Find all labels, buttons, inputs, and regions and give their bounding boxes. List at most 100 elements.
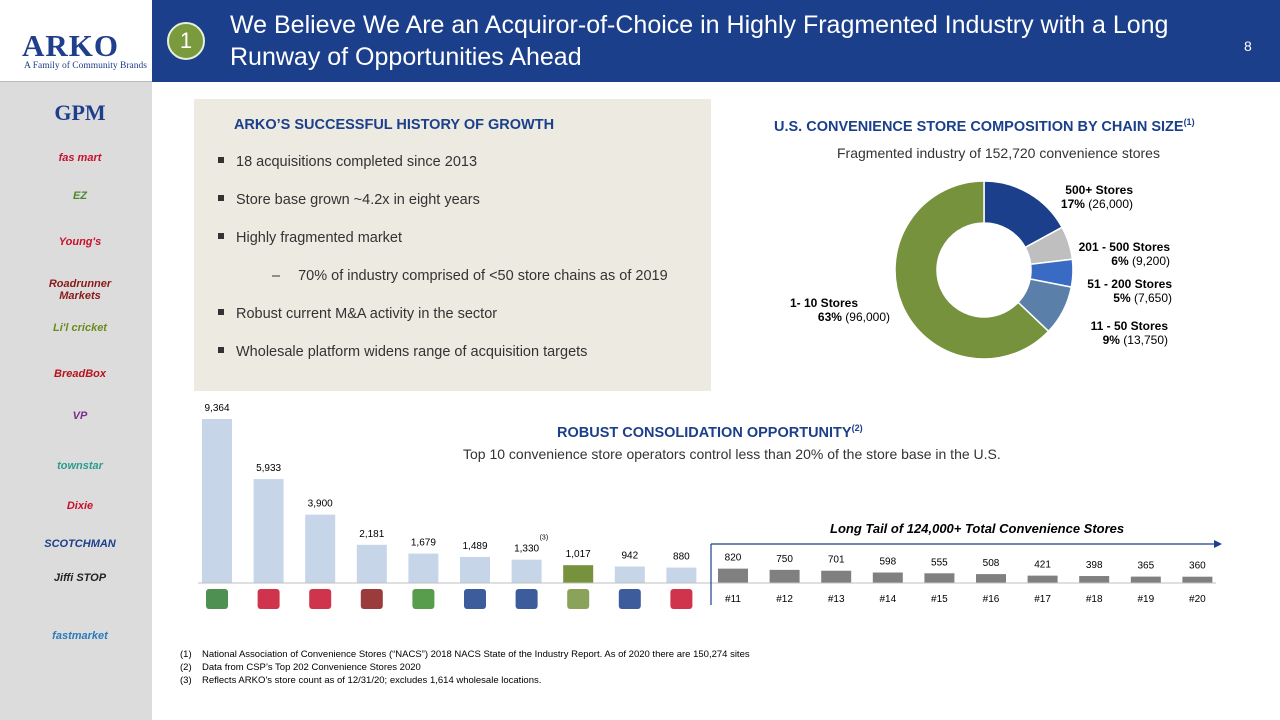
bar-value-label: 360 [1189,561,1206,572]
bar-value-label: 5,933 [256,463,281,474]
operator-logo-icon [464,589,486,609]
arrow-head-icon [1214,540,1222,548]
bar-#20 [1182,576,1213,583]
bar-value-label: 9,364 [204,403,229,414]
bullet-store-base: Store base grown ~4.2x in eight years [218,192,480,208]
bar-#17 [1027,575,1058,583]
page-number: 8 [1244,38,1252,54]
operator-logo-icon [309,589,332,609]
operator-logo-icon [567,589,590,609]
bar-value-label: 942 [621,551,638,562]
footnote-1: (1) National Association of Convenience S… [180,649,750,660]
x-tick-label: #15 [931,594,948,605]
bar-value-label: 1,679 [411,538,436,549]
footnote-2: (2) Data from CSP’s Top 202 Convenience S… [180,662,421,673]
bar-value-label: 1,489 [462,541,487,552]
bullet-ma-activity: Robust current M&A activity in the secto… [218,306,497,322]
brand-logo-vp: VP [72,410,88,422]
bullet-square-icon [218,309,224,316]
operator-logo-icon [257,589,280,609]
section-badge: 1 [167,22,205,60]
bar-value-label: 2,181 [359,529,384,540]
composition-subtitle: Fragmented industry of 152,720 convenien… [837,145,1160,161]
brand-sidebar [0,0,152,720]
brand-logo-li-l-cricket: Li'l cricket [53,322,107,334]
bar-value-label: 701 [828,555,845,566]
brand-logo-young-s: Young's [58,236,102,248]
bullet-square-icon [218,195,224,202]
bar-#12 [769,569,800,583]
arko-logo-tagline: A Family of Community Brands [24,61,147,71]
operator-logo-icon [618,589,641,609]
bullet-fragmented: Highly fragmented market [218,230,402,246]
brand-logo-roadrunner-markets: Roadrunner Markets [48,278,112,302]
bar-circle-k [253,479,284,583]
x-tick-label: #13 [828,594,845,605]
bullet-acquisitions: 18 acquisitions completed since 2013 [218,154,477,170]
arko-logo: ARKO A Family of Community Brands [0,0,152,82]
brand-logo-townstar: townstar [57,460,103,472]
footnotes: (1) National Association of Convenience S… [180,648,750,687]
brand-logo-jiffi-stop: Jiffi STOP [53,572,107,584]
slice-label-11-50: 11 - 50 Stores 9% (13,750) [1090,319,1168,347]
x-tick-label: #14 [879,594,896,605]
brand-logo-fas-mart: fas mart [58,152,102,164]
x-tick-label: #20 [1189,594,1206,605]
slice-label-201-500: 201 - 500 Stores 6% (9,200) [1078,240,1170,268]
bar-#15 [924,573,955,583]
x-tick-label: #11 [725,594,741,605]
bar-#14 [872,572,903,583]
brand-logo-breadbox: BreadBox [54,368,106,380]
bar-value-label: 1,017 [566,549,591,560]
bar-value-label: 365 [1137,561,1154,572]
bar-speedway [305,514,336,583]
dash-icon: – [272,268,281,284]
operator-logo-icon [360,589,383,609]
arko-footnote-ref: (3) [540,535,549,542]
brand-logo-ez: EZ [72,190,88,202]
growth-history-panel: ARKO’S SUCCESSFUL HISTORY OF GROWTH 18 a… [194,99,711,391]
brand-logo-scotchman: SCOTCHMAN [44,538,116,550]
slide-title: We Believe We Are an Acquiror-of-Choice … [230,11,1169,71]
slice-label-51-200: 51 - 200 Stores 5% (7,650) [1087,277,1172,305]
operator-logo-icon [412,589,435,609]
x-tick-label: #12 [776,594,793,605]
sub-bullet-chains: –70% of industry comprised of <50 store … [272,268,668,284]
composition-title: U.S. CONVENIENCE STORE COMPOSITION BY CH… [774,117,1195,135]
bar-value-label: 555 [931,557,948,568]
bar-value-label: 3,900 [308,499,333,510]
bar-pilot [408,553,439,583]
bar-value-label: 750 [776,554,793,565]
title-bar [152,0,1280,82]
footnote-3: (3) Reflects ARKO’s store count as of 12/… [180,675,542,686]
bar-#13 [821,570,852,583]
arko-logo-wordmark: ARKO [22,28,119,63]
bar-#16 [976,574,1006,583]
bar-7-eleven [202,419,232,583]
slice-label-1-10: 1- 10 Stores 63% (96,000) [790,296,890,324]
slice-label-500plus: 500+ Stores 17% (26,000) [1060,183,1133,211]
bar-value-label: 398 [1086,560,1103,571]
operator-logo-icon [515,589,538,609]
bar-arko [563,565,594,583]
bar-#18 [1079,576,1110,583]
x-tick-label: #18 [1086,594,1103,605]
bullet-square-icon [218,347,224,354]
bullet-wholesale: Wholesale platform widens range of acqui… [218,344,587,360]
consolidation-title: ROBUST CONSOLIDATION OPPORTUNITY(2) [557,423,863,441]
growth-history-title: ARKO’S SUCCESSFUL HISTORY OF GROWTH [233,117,555,133]
bar-murphy-usa [511,559,542,583]
bullet-square-icon [218,233,224,240]
x-tick-label: #16 [983,594,1000,605]
donut-slice-4 [894,180,1050,360]
brand-logo-gpm: GPM [54,100,106,125]
x-tick-label: #17 [1034,594,1051,605]
long-tail-label: Long Tail of 124,000+ Total Convenience … [830,521,1125,536]
operator-logo-icon [670,589,693,609]
brand-logo-fastmarket: fastmarket [52,630,108,642]
bar-#19 [1130,576,1161,583]
operator-logo-icon [206,589,228,609]
